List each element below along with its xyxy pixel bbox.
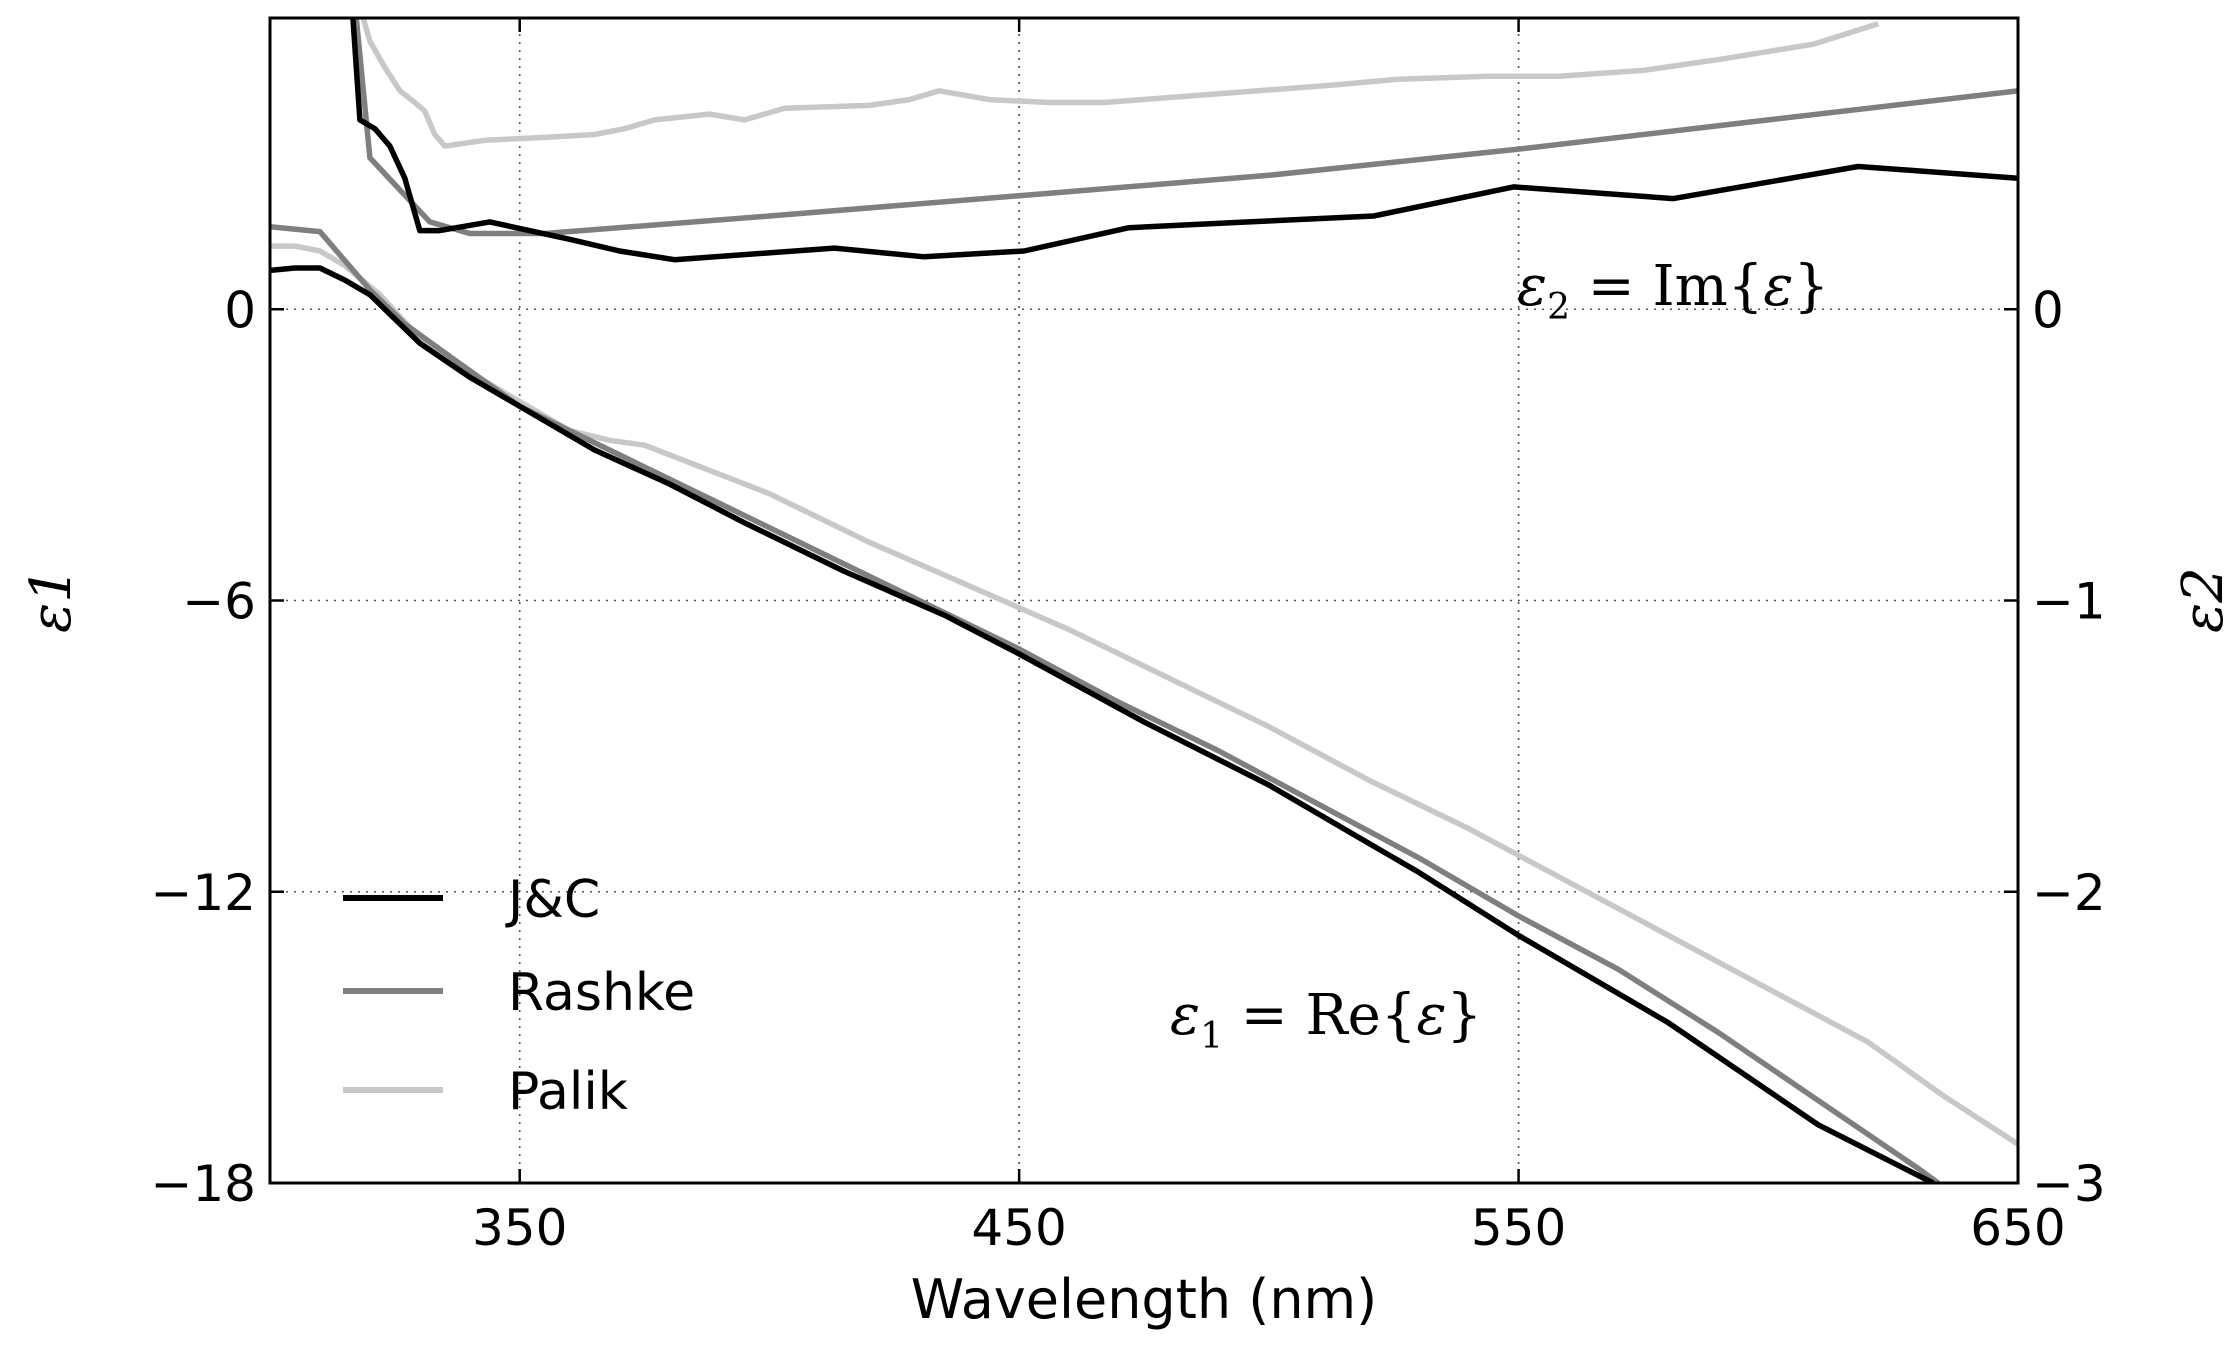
eps1-open-brace: { <box>1381 983 1417 1048</box>
eps1-annotation: ε1 = Re{ε} <box>1170 983 1482 1057</box>
y-right-tick-label: 0 <box>2032 281 2064 339</box>
y-axis-left-title: ε1 <box>19 567 84 633</box>
legend-label-rashke: Rashke <box>508 963 695 1023</box>
eps2-equals: = <box>1570 254 1653 319</box>
y-left-tick-label: −18 <box>150 1155 256 1213</box>
eps2-symbol: ε <box>1517 254 1547 319</box>
y-right-tick-label: −2 <box>2032 864 2106 922</box>
eps1-argument: ε <box>1416 983 1446 1048</box>
legend-label-palik: Palik <box>508 1062 628 1122</box>
legend-entry-jc: J&C <box>343 870 600 930</box>
eps2-open-brace: { <box>1728 254 1764 319</box>
series-jc-eps2-line <box>350 18 2018 263</box>
eps1-operator: Re <box>1306 983 1381 1048</box>
eps2-argument: ε <box>1763 254 1793 319</box>
eps2-operator: Im <box>1653 254 1728 319</box>
legend: J&C Rashke Palik <box>343 870 695 1122</box>
y-left-title-text: ε1 <box>19 567 84 633</box>
y-left-tick-label: −6 <box>182 573 256 631</box>
eps1-close-brace: } <box>1447 983 1483 1048</box>
x-tick-label: 650 <box>1970 1199 2065 1257</box>
x-tick-label: 450 <box>971 1199 1066 1257</box>
grid-lines <box>270 18 2018 1183</box>
series-palik-eps2-line <box>360 18 1880 149</box>
series-palik-eps1-line <box>270 243 2018 1147</box>
eps2-subscript: 2 <box>1547 287 1570 328</box>
data-series <box>270 18 2018 1183</box>
eps1-symbol: ε <box>1170 983 1200 1048</box>
y-axis-right-title: ε2 <box>2171 567 2236 633</box>
axis-ticks: 350 450 550 650 0 −6 −12 −18 0 −1 −2 −3 <box>150 18 2106 1257</box>
y-left-tick-label: 0 <box>224 281 256 339</box>
legend-entry-rashke: Rashke <box>343 963 695 1023</box>
legend-entry-palik: Palik <box>343 1062 628 1122</box>
series-rashke-eps1-line <box>270 223 1940 1183</box>
eps2-close-brace: } <box>1793 254 1829 319</box>
eps1-subscript: 1 <box>1200 1016 1223 1057</box>
legend-label-jc: J&C <box>505 870 600 930</box>
series-jc-eps1-line <box>270 265 1935 1183</box>
x-tick-label: 550 <box>1471 1199 1566 1257</box>
y-right-tick-label: −1 <box>2032 573 2106 631</box>
y-left-tick-label: −12 <box>150 864 256 922</box>
y-right-title-text: ε2 <box>2171 567 2236 633</box>
x-axis-title: Wavelength (nm) <box>911 1268 1377 1331</box>
y-right-tick-label: −3 <box>2032 1155 2106 1213</box>
eps2-annotation: ε2 = Im{ε} <box>1517 254 1829 328</box>
series-rashke-eps2-line <box>353 18 2018 237</box>
x-tick-label: 350 <box>472 1199 567 1257</box>
eps1-equals: = <box>1223 983 1306 1048</box>
